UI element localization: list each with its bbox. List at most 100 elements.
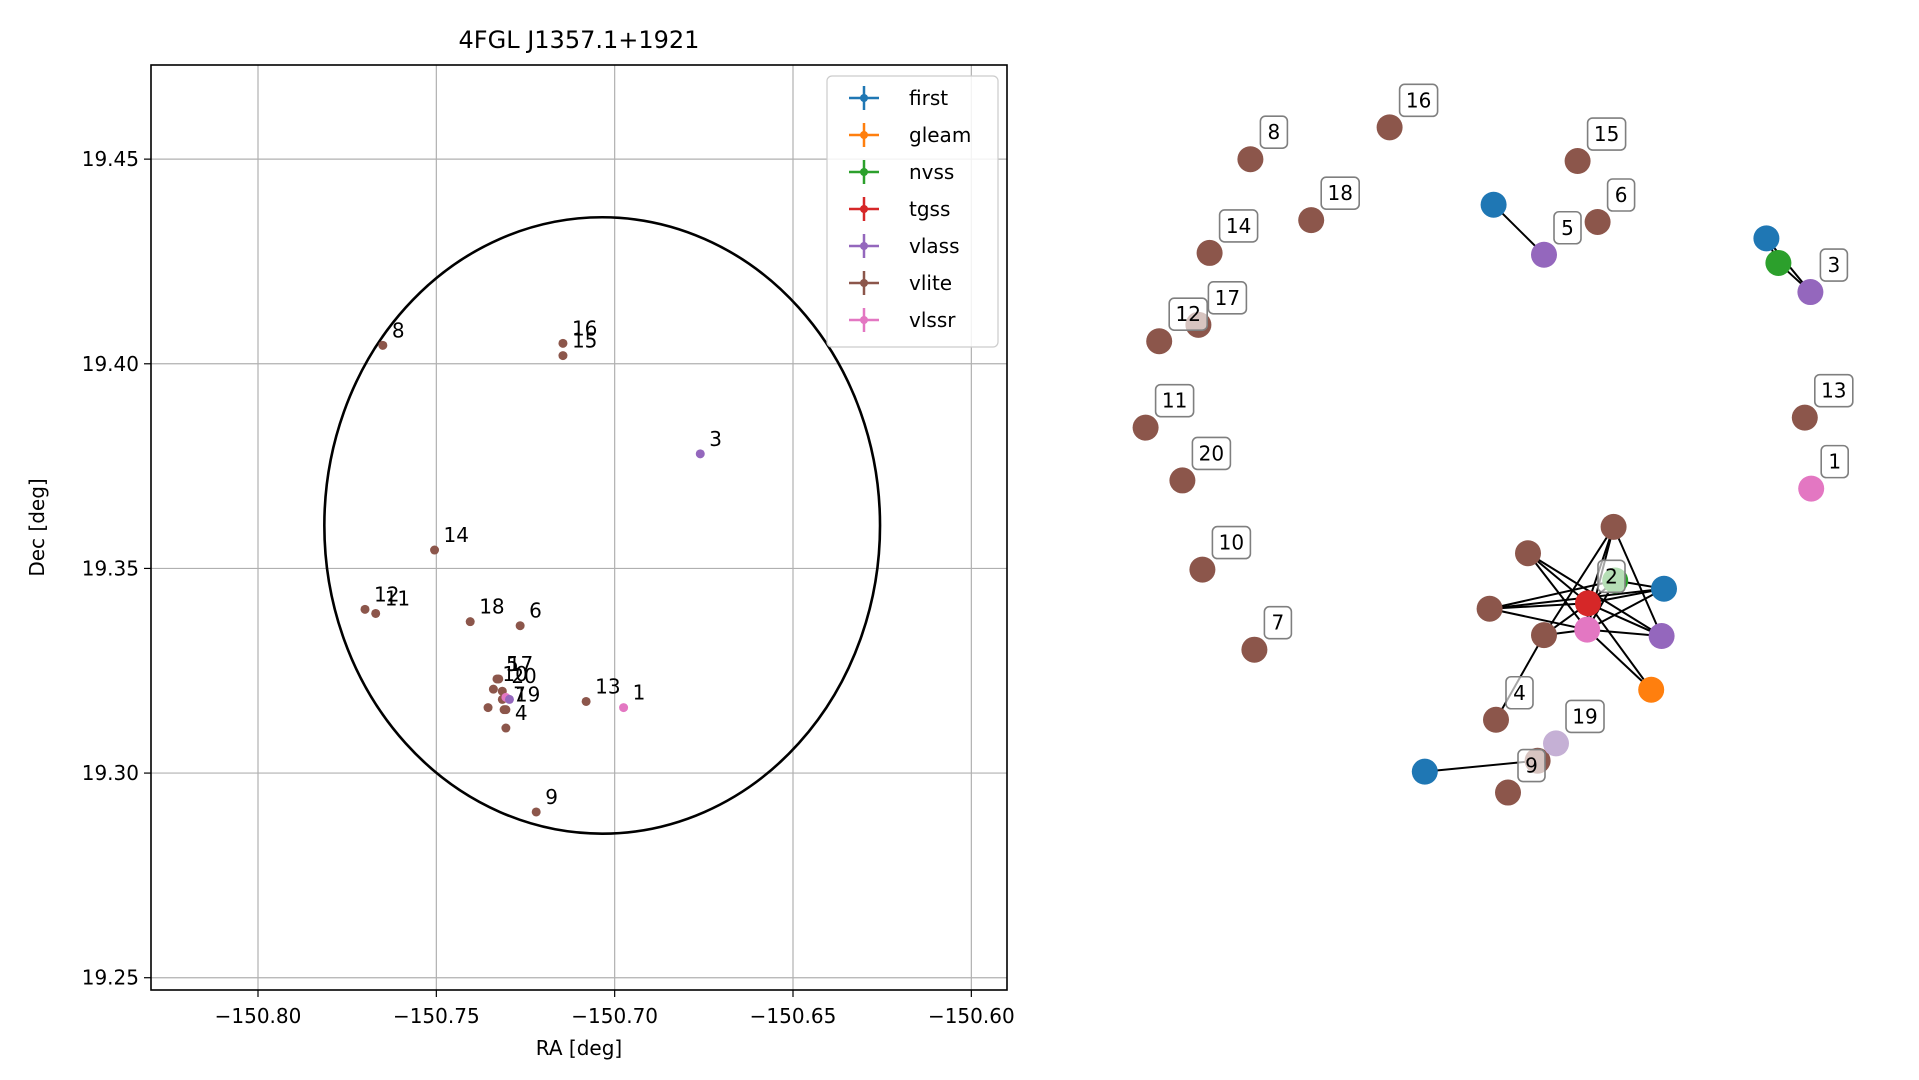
legend-entry-vlite: vlite <box>909 271 952 295</box>
legend-marker-dot <box>860 242 868 250</box>
network-label-box <box>1168 297 1208 332</box>
network-node <box>1483 706 1509 733</box>
legend-entry-first: first <box>909 86 948 110</box>
y-axis-ticks: 19.25 19.30 19.35 19.40 19.45 <box>82 147 151 990</box>
network-edge <box>1527 552 1588 631</box>
source-point <box>430 545 440 555</box>
network-node-label: 2 <box>1597 559 1626 594</box>
legend-marker-dot <box>860 94 868 102</box>
source-point <box>483 703 493 713</box>
network-node <box>1132 414 1159 441</box>
network-node <box>1575 590 1601 617</box>
network-label-text: 6 <box>1615 183 1628 207</box>
network-label-box <box>1553 210 1582 245</box>
x-tick-label: −150.65 <box>750 1004 837 1028</box>
network-node-label: 6 <box>1606 178 1636 212</box>
network-node <box>1564 148 1591 175</box>
network-node <box>1638 676 1665 703</box>
network-edge <box>1489 579 1616 610</box>
network-label-text: 8 <box>1268 120 1281 144</box>
legend-marker-dot <box>860 131 868 139</box>
source-point-label: 17 <box>508 652 533 676</box>
plot-frame <box>150 64 1008 991</box>
x-axis-ticks: −150.80 −150.75 −150.70 −150.65 −150.60 <box>215 990 1015 1028</box>
network-node <box>1480 191 1507 218</box>
network-node-label: 1 <box>1820 444 1849 479</box>
network-node-label: 4 <box>1505 675 1534 710</box>
source-point <box>619 703 629 713</box>
legend: first gleam nvss tgss vlass vlite vlssr <box>826 75 999 348</box>
source-point-label: 18 <box>479 595 504 619</box>
network-node-label: 16 <box>1398 83 1439 118</box>
network-edges <box>1424 203 1812 773</box>
network-label-box <box>1259 115 1289 149</box>
network-label-box <box>1505 675 1534 710</box>
network-label-box <box>1819 248 1849 282</box>
network-node <box>1574 616 1601 643</box>
network-label-box <box>1814 373 1854 408</box>
source-point <box>488 684 498 694</box>
source-point-label: 20 <box>511 664 536 688</box>
source-point-label: 15 <box>572 329 597 353</box>
source-point-label: 11 <box>385 586 410 610</box>
network-label-text: 14 <box>1226 214 1251 238</box>
y-tick-label: 19.25 <box>82 966 139 990</box>
network-label-box <box>1517 748 1546 783</box>
network-edge <box>1527 552 1589 605</box>
network-node <box>1411 758 1438 785</box>
legend-entry-vlass: vlass <box>909 234 960 258</box>
network-node <box>1531 622 1557 649</box>
network-node-label: 7 <box>1263 605 1293 640</box>
network-label-box <box>1218 209 1259 243</box>
uncertainty-ellipse-layer <box>323 215 882 835</box>
source-point <box>360 604 370 614</box>
network-node <box>1515 540 1541 567</box>
y-tick-label: 19.40 <box>82 352 139 376</box>
network-node <box>1765 249 1792 276</box>
network-label-box <box>1606 178 1636 212</box>
network-label-text: 20 <box>1199 441 1224 465</box>
network-node <box>1495 779 1521 806</box>
network-node <box>1797 279 1824 306</box>
network-label-box <box>1207 281 1248 315</box>
network-label-text: 9 <box>1525 754 1538 778</box>
source-point <box>515 621 525 631</box>
source-point-label: 13 <box>595 674 620 698</box>
source-point-label: 19 <box>515 683 540 707</box>
network-label-box <box>1263 605 1293 640</box>
network-node <box>1753 225 1780 252</box>
network-node-label: 5 <box>1553 210 1582 245</box>
source-point-label: 7 <box>513 683 526 707</box>
legend-entry-tgss: tgss <box>909 197 950 221</box>
network-node-label: 13 <box>1814 373 1854 408</box>
x-tick-label: −150.80 <box>215 1004 302 1028</box>
network-label-box <box>1398 83 1439 118</box>
network-label-box <box>1320 176 1360 210</box>
network-edge <box>1586 587 1665 631</box>
network-node <box>1798 475 1825 502</box>
network-node-label: 17 <box>1207 281 1248 315</box>
network-node <box>1543 730 1569 757</box>
network-label-box <box>1820 444 1849 479</box>
network-label-text: 3 <box>1828 253 1841 277</box>
legend-box <box>826 75 999 348</box>
legend-marker-dot <box>860 279 868 287</box>
network-label-text: 13 <box>1821 379 1846 403</box>
source-point <box>531 807 541 817</box>
network-label-text: 1 <box>1828 450 1841 474</box>
source-point-label: 1 <box>633 681 646 705</box>
network-label-text: 19 <box>1572 704 1597 728</box>
network-label-text: 16 <box>1406 88 1431 112</box>
network-node-label: 14 <box>1218 209 1259 243</box>
source-point <box>558 351 568 361</box>
network-node-label: 15 <box>1586 117 1627 151</box>
source-point-label: 4 <box>515 701 528 725</box>
source-point-label: 3 <box>709 427 722 451</box>
legend-entry-nvss: nvss <box>909 160 954 184</box>
x-tick-label: −150.75 <box>393 1004 480 1028</box>
network-node <box>1196 239 1223 266</box>
source-point-label: 9 <box>545 785 558 809</box>
source-point-label: 14 <box>444 523 469 547</box>
